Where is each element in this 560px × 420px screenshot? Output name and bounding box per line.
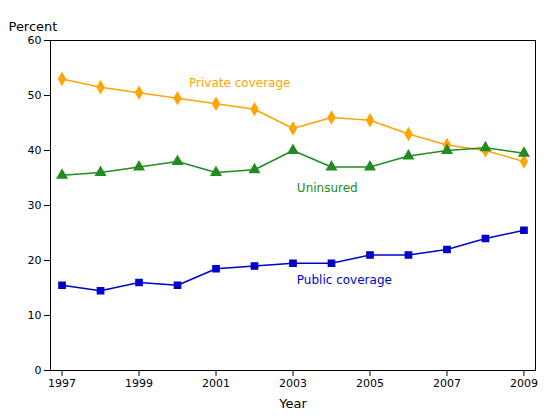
svg-text:20: 20 <box>28 254 42 267</box>
svg-text:Year: Year <box>278 396 307 411</box>
svg-text:Public coverage: Public coverage <box>297 273 392 287</box>
svg-text:1997: 1997 <box>48 377 76 390</box>
svg-text:60: 60 <box>28 34 42 47</box>
svg-text:30: 30 <box>28 199 42 212</box>
svg-text:10: 10 <box>28 309 42 322</box>
svg-text:2009: 2009 <box>510 377 538 390</box>
svg-text:Private coverage: Private coverage <box>189 76 290 90</box>
svg-text:0: 0 <box>35 364 42 377</box>
svg-text:2007: 2007 <box>433 377 461 390</box>
svg-text:2001: 2001 <box>202 377 230 390</box>
svg-text:40: 40 <box>28 144 42 157</box>
svg-text:2003: 2003 <box>279 377 307 390</box>
svg-text:1999: 1999 <box>125 377 153 390</box>
svg-text:50: 50 <box>28 89 42 102</box>
svg-text:Percent: Percent <box>9 19 58 34</box>
svg-text:Uninsured: Uninsured <box>297 181 358 195</box>
svg-text:2005: 2005 <box>356 377 384 390</box>
